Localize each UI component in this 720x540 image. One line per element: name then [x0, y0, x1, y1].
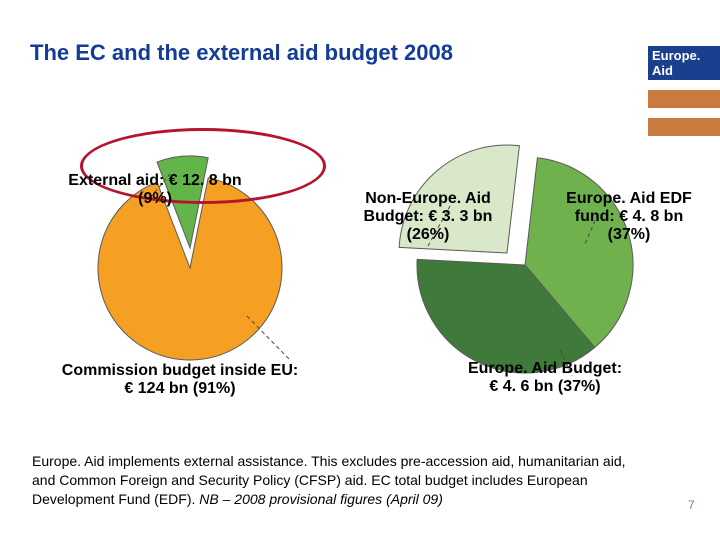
label-line: (9%) — [138, 190, 172, 207]
label-line: Europe. Aid Budget: — [468, 360, 622, 377]
label-line: (26%) — [407, 226, 450, 243]
label-line: Budget: € 3. 3 bn — [364, 208, 493, 225]
label-line: € 124 bn (91%) — [124, 380, 235, 397]
label-line: External aid: € 12. 8 bn — [68, 172, 241, 189]
label-edf-fund: Europe. Aid EDF fund: € 4. 8 bn (37%) — [534, 190, 720, 244]
leader-line — [247, 316, 290, 360]
label-line: (37%) — [608, 226, 651, 243]
page-number: 7 — [688, 498, 695, 512]
label-line: € 4. 6 bn (37%) — [489, 378, 600, 395]
label-external-aid: External aid: € 12. 8 bn (9%) — [40, 172, 270, 208]
label-non-europeaid: Non-Europe. Aid Budget: € 3. 3 bn (26%) — [328, 190, 528, 244]
label-line: Europe. Aid EDF — [566, 190, 692, 207]
label-line: fund: € 4. 8 bn — [575, 208, 683, 225]
label-line: Non-Europe. Aid — [365, 190, 491, 207]
footnote-italic: NB – 2008 provisional figures (April 09) — [199, 491, 443, 507]
label-inside-eu: Commission budget inside EU: € 124 bn (9… — [20, 362, 340, 398]
label-line: Commission budget inside EU: — [62, 362, 298, 379]
footnote-text: Europe. Aid implements external assistan… — [32, 452, 652, 509]
label-europeaid-budget: Europe. Aid Budget: € 4. 6 bn (37%) — [430, 360, 660, 396]
